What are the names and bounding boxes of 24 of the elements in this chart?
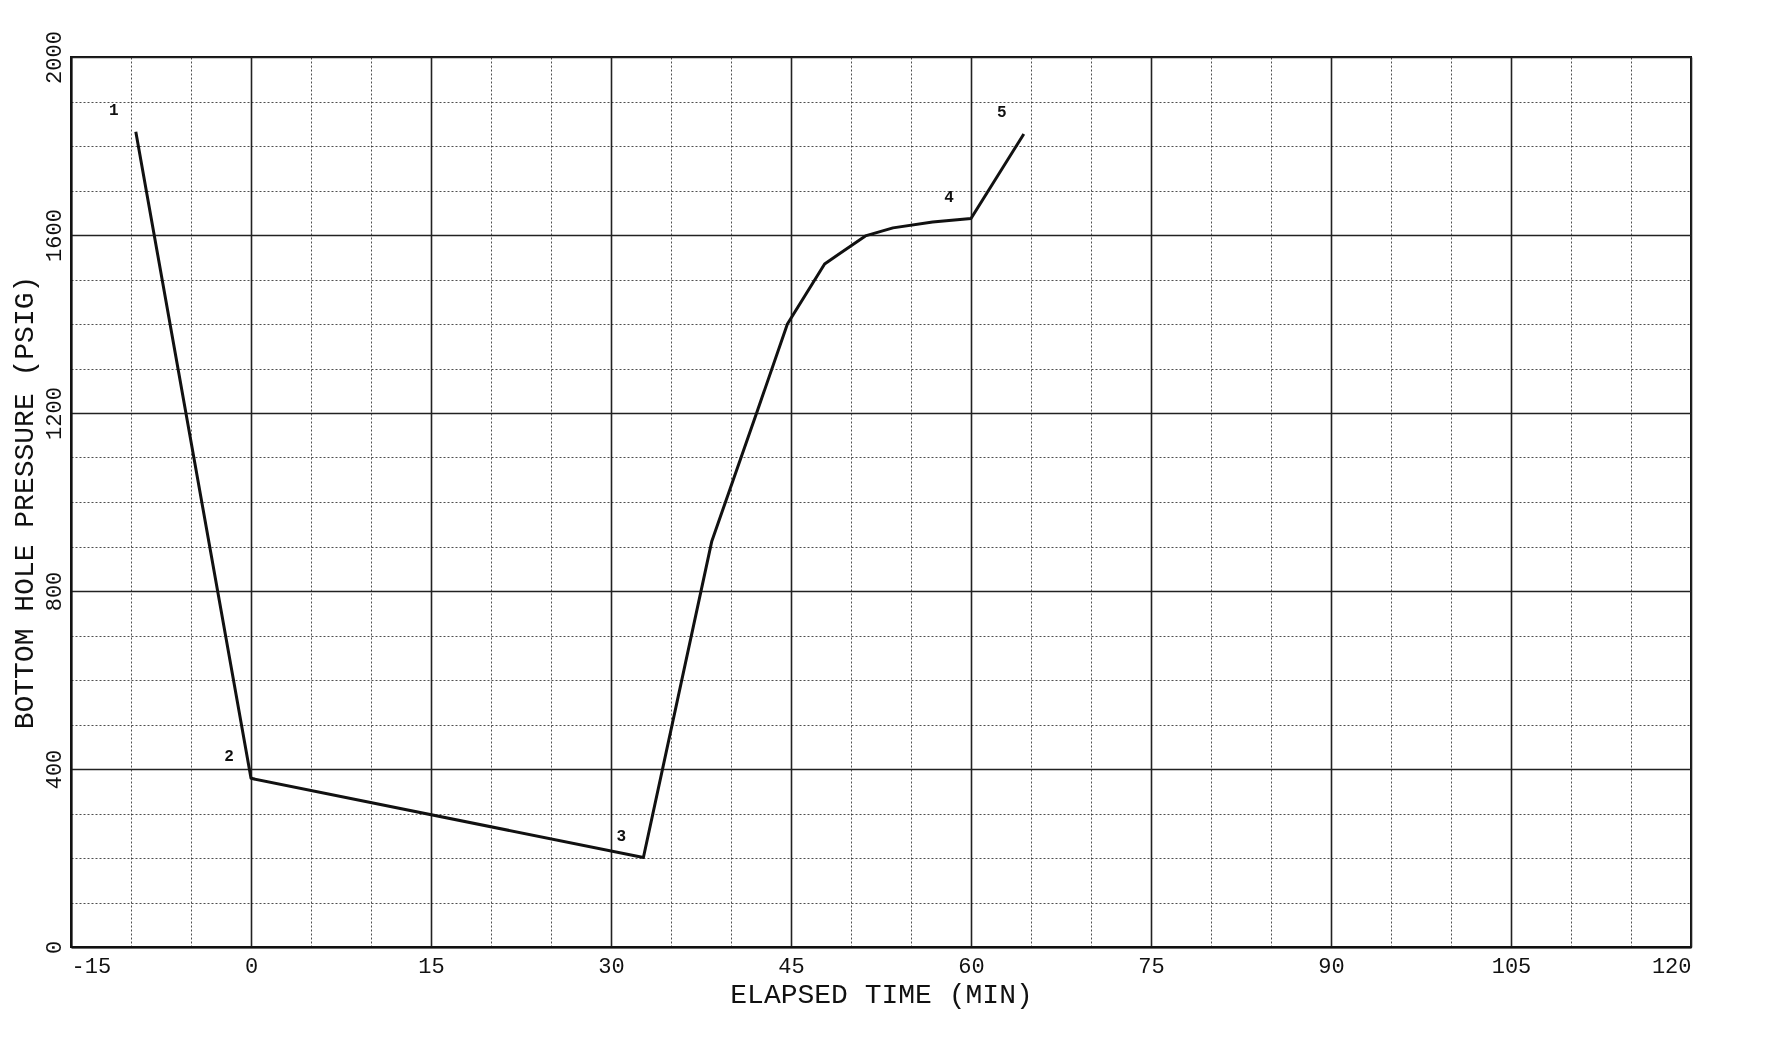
x-tick-label: 60 [958,954,985,980]
annotation: 5 [997,103,1007,122]
annotation: 2 [224,748,234,767]
x-tick-label: 0 [244,954,259,980]
x-tick-label: 75 [1138,954,1165,980]
y-tick-label: 0 [42,940,68,955]
x-tick-label: 90 [1318,954,1345,980]
x-tick-label: 45 [778,954,805,980]
annotation: 1 [109,101,119,120]
y-tick-label: 2000 [42,31,68,84]
x-tick-label: 105 [1491,954,1532,980]
line-series [134,130,1026,860]
x-tick-label: 30 [598,954,625,980]
y-tick-label: 1200 [42,387,68,440]
y-tick-label: 400 [42,749,68,790]
y-tick-label: 800 [42,571,68,612]
x-tick-label: 15 [418,954,445,980]
y-axis-title: BOTTOM HOLE PRESSURE (PSIG) [9,275,41,730]
x-tick-label: 120 [1651,954,1692,980]
y-tick-label: 1600 [42,209,68,262]
x-axis-title: ELAPSED TIME (MIN) [730,979,1033,1011]
x-tick-label: -15 [71,954,112,980]
annotation: 4 [944,188,955,207]
annotation: 3 [616,827,627,846]
